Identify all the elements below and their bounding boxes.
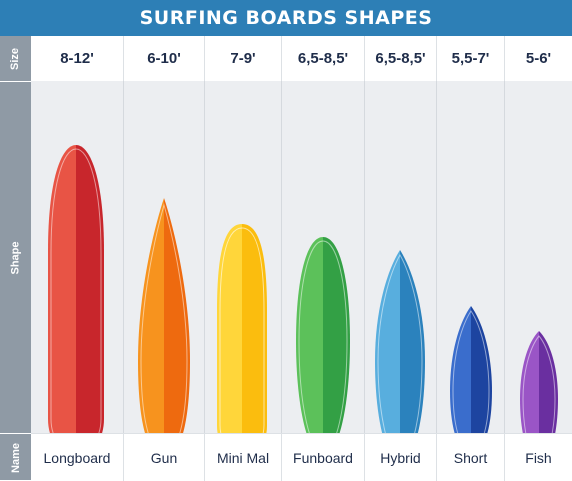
longboard-surfboard-icon [48,145,104,433]
longboard-right-half [76,145,104,433]
size-funboard: 6,5-8,5' [297,50,349,67]
name-hybrid: Hybrid [380,449,421,466]
shape-row [31,81,572,433]
funboard-right-half [323,237,350,433]
row-labels-column: Size Shape Name [0,36,31,480]
gun-rail-line [140,203,188,433]
name-longboard: Longboard [43,449,111,466]
fish-left-half [520,331,539,433]
mini-mal-left-half [217,224,242,433]
size-longboard: 8-12' [60,50,94,67]
row-label-size-text: Size [9,47,22,70]
mini-mal-rail-line [219,227,265,433]
fish-surfboard-icon [520,331,558,433]
shape-cell [31,81,124,433]
funboard-left-half [296,237,323,433]
page-title: SURFING BOARDS SHAPES [139,7,433,29]
hybrid-surfboard-icon [375,250,425,433]
size-cell: 6-10' [124,36,205,81]
row-label-name: Name [0,433,31,481]
row-label-size: Size [0,36,31,81]
name-funboard: Funboard [293,449,353,466]
shape-cell [282,81,365,433]
name-row: Longboard Gun Mini Mal Funboard Hybrid S… [31,433,572,481]
longboard-left-half [48,145,76,433]
size-short: 5,5-7' [451,50,490,67]
name-cell: Short [437,434,505,481]
boards-grid: 8-12' 6-10' 7-9' 6,5-8,5' 6,5-8,5' 5,5-7… [31,36,572,481]
funboard-rail-line [298,240,348,433]
short-right-half [471,306,492,433]
name-gun: Gun [150,449,178,466]
hybrid-rail-line [377,253,423,433]
name-cell: Longboard [31,434,124,481]
hybrid-right-half [400,250,425,433]
size-cell: 5,5-7' [437,36,505,81]
gun-left-half [138,198,164,433]
row-label-shape: Shape [0,81,31,434]
gun-right-half [164,198,190,433]
size-cell: 6,5-8,5' [365,36,437,81]
name-mini-mal: Mini Mal [216,449,270,466]
shape-cell [365,81,437,433]
size-row: 8-12' 6-10' 7-9' 6,5-8,5' 6,5-8,5' 5,5-7… [31,36,572,81]
name-cell: Gun [124,434,205,481]
short-rail-line [452,310,490,433]
short-left-half [450,306,471,433]
mini-mal-right-half [242,224,267,433]
short-surfboard-icon [450,306,492,433]
size-gun: 6-10' [147,50,181,67]
size-cell: 6,5-8,5' [282,36,365,81]
mini-mal-surfboard-icon [217,224,267,433]
row-label-shape-text: Shape [9,241,22,275]
boards-illustration [48,145,558,433]
name-cell: Mini Mal [205,434,282,481]
row-label-name-text: Name [9,442,22,473]
size-mini-mal: 7-9' [230,50,256,67]
shape-cell [437,81,505,433]
gun-surfboard-icon [138,198,190,433]
hybrid-left-half [375,250,400,433]
name-cell: Fish [505,434,572,481]
name-short: Short [453,449,488,466]
header-bar: SURFING BOARDS SHAPES [0,0,572,36]
size-cell: 8-12' [31,36,124,81]
size-cell: 7-9' [205,36,282,81]
fish-right-half [539,331,558,433]
name-fish: Fish [525,449,552,466]
funboard-surfboard-icon [296,237,350,433]
shape-cell [124,81,205,433]
name-cell: Funboard [282,434,365,481]
longboard-rail-line [50,148,102,433]
size-cell: 5-6' [505,36,572,81]
size-hybrid: 6,5-8,5' [375,50,426,67]
name-cell: Hybrid [365,434,437,481]
shape-cell [205,81,282,433]
fish-rail-line [522,335,556,433]
size-fish: 5-6' [525,50,552,67]
